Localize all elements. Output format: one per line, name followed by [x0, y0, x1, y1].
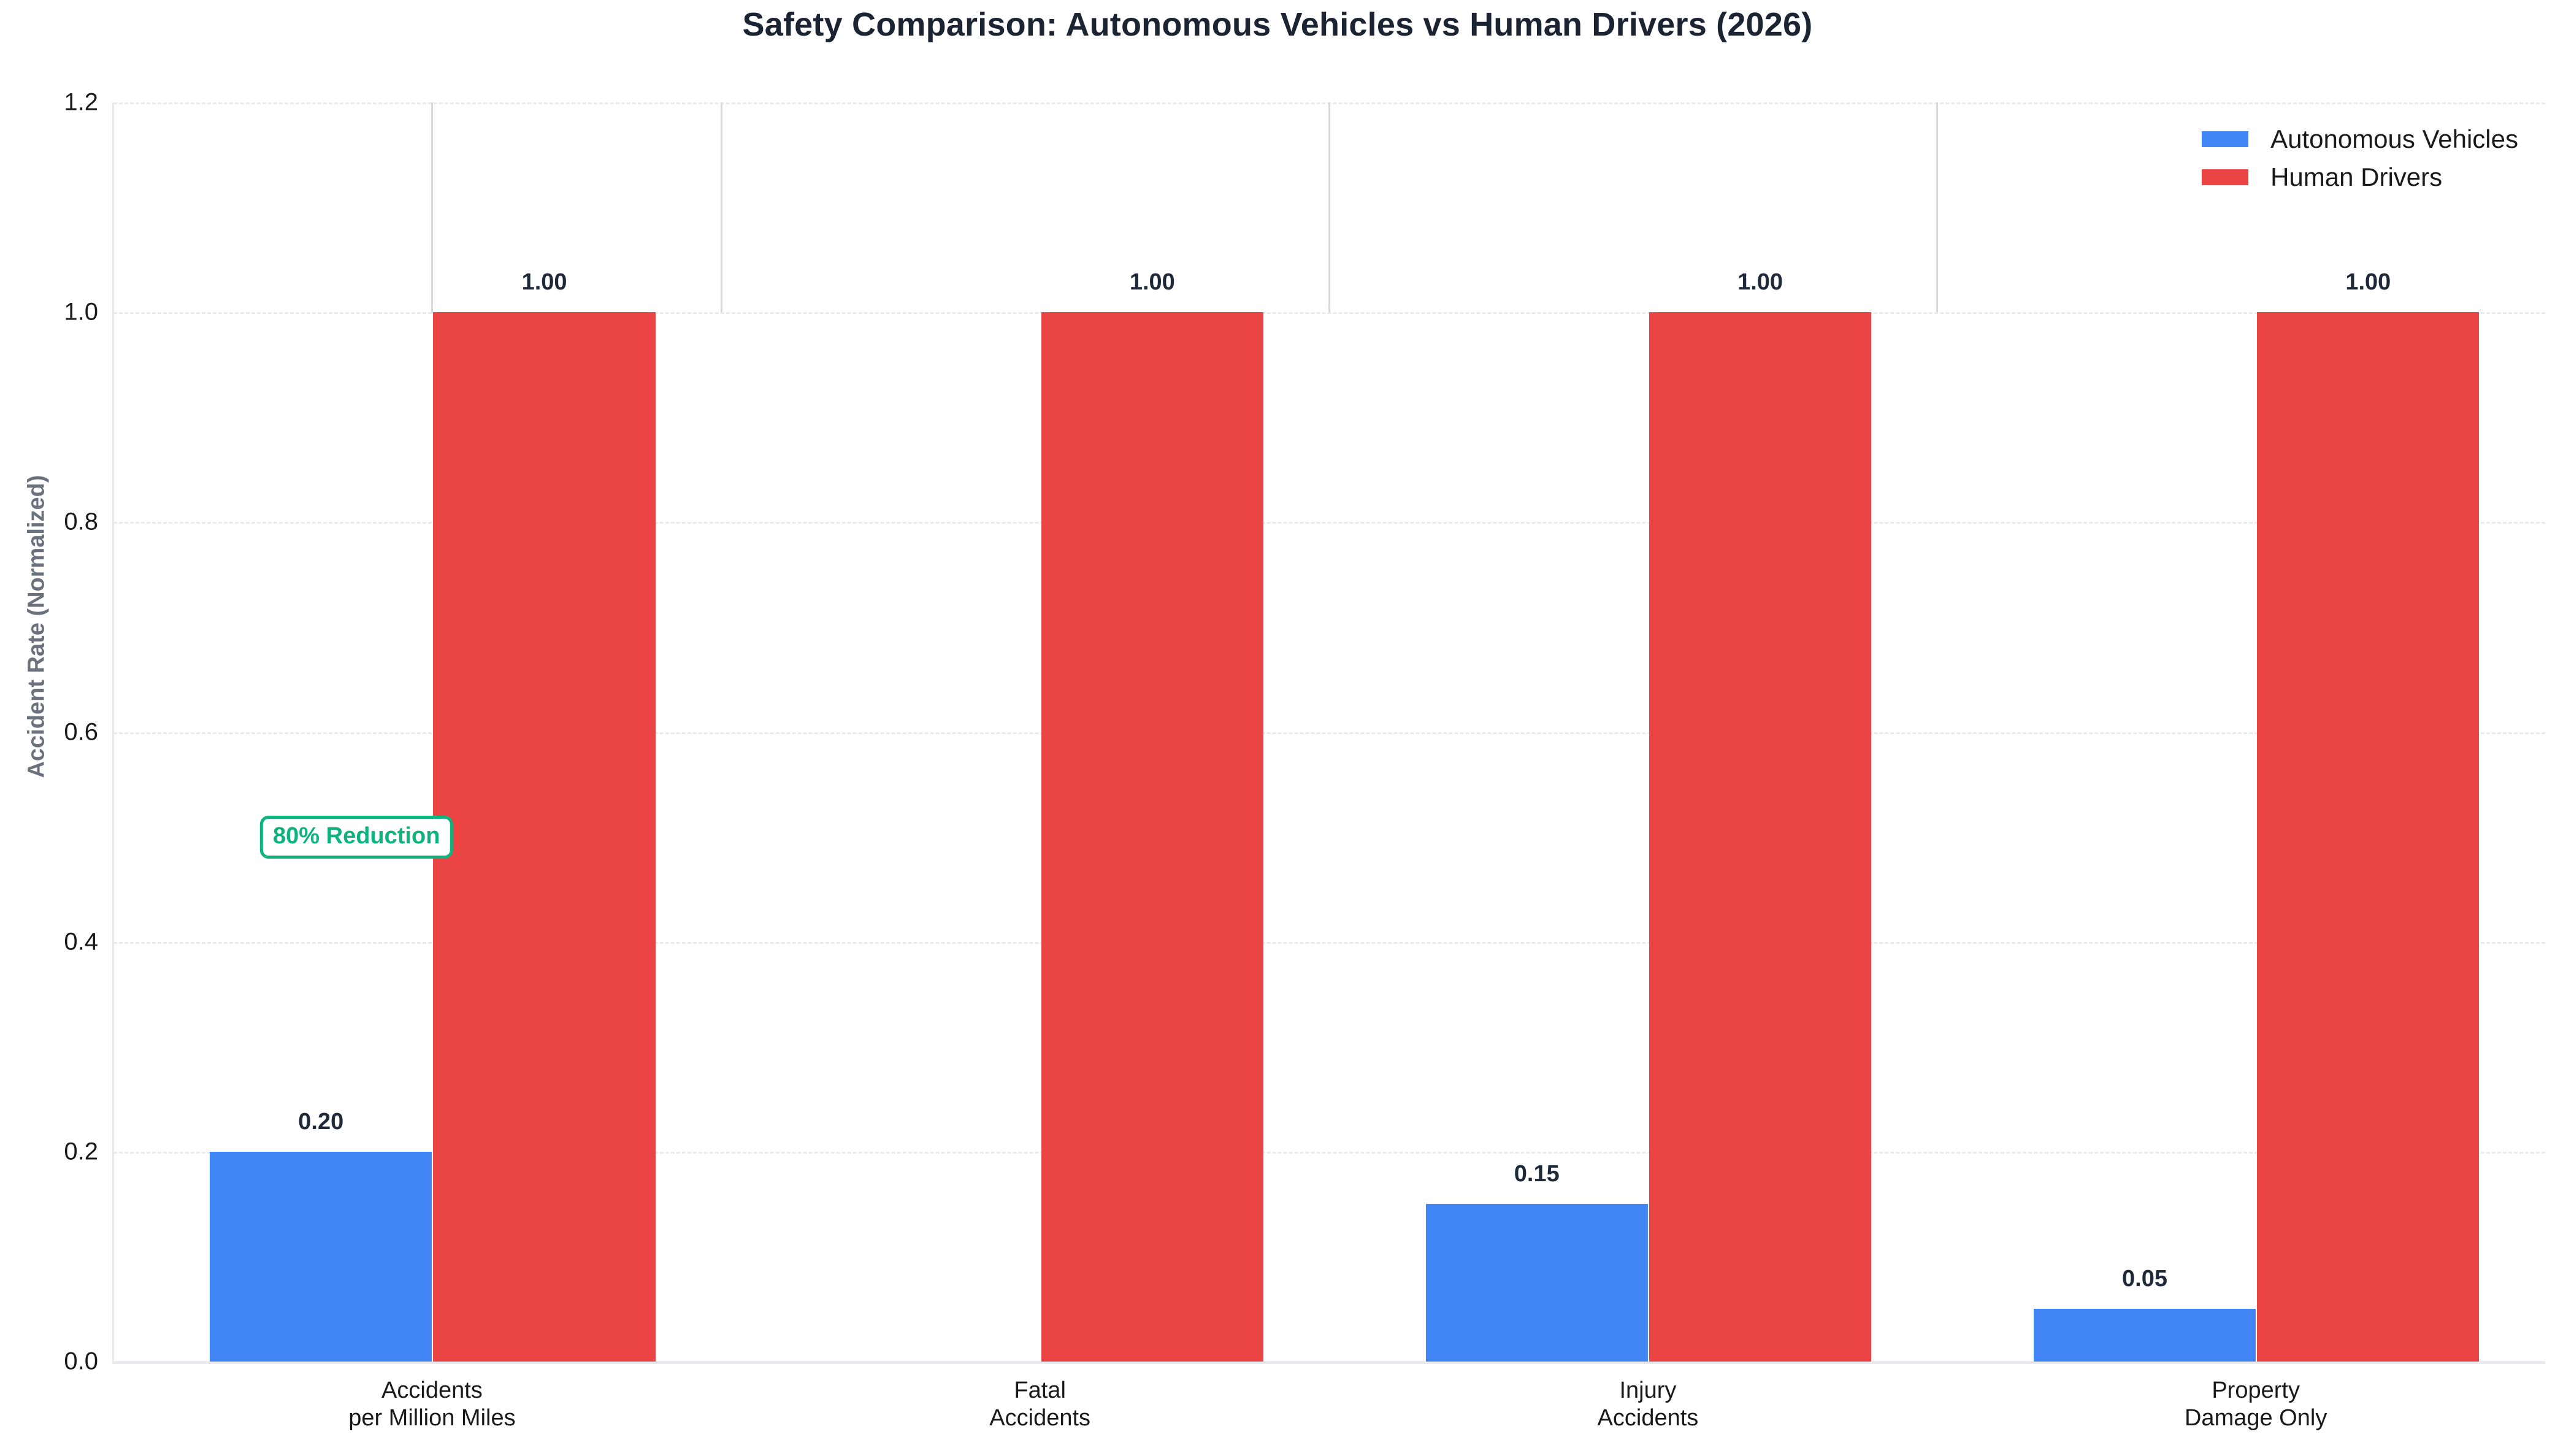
y-axis-title: Accident Rate (Normalized): [23, 475, 50, 778]
legend-item-autonomous-vehicles[interactable]: Autonomous Vehicles: [2202, 120, 2518, 158]
bar-human-drivers[interactable]: [2257, 312, 2480, 1362]
bar-autonomous-vehicles[interactable]: [210, 1151, 432, 1362]
bar-human-drivers[interactable]: [1649, 312, 1872, 1362]
category-separator-line: [431, 102, 433, 313]
legend-item-human-drivers[interactable]: Human Drivers: [2202, 158, 2518, 196]
bar-autonomous-vehicles[interactable]: [2033, 1309, 2256, 1362]
gridline-horizontal: [113, 941, 2545, 944]
category-separator-line: [1328, 102, 1330, 313]
gridline-horizontal: [113, 732, 2545, 734]
category-separator-line: [1936, 102, 1939, 313]
gridline-horizontal: [113, 522, 2545, 524]
legend-label-autonomous-vehicles: Autonomous Vehicles: [2270, 125, 2518, 153]
x-axis-tick-label-line: Accidents: [1597, 1404, 1699, 1431]
plot-area: 0.20 0.15 0.05 1.00 1.00 1.00 1.00 80% Reductio…: [113, 102, 2545, 1363]
bar-value-label: 1.00: [521, 269, 567, 296]
x-axis-tick-label-line: Fatal: [1014, 1377, 1066, 1403]
x-axis-tick-label: Property Damage Only: [2185, 1377, 2327, 1432]
bar-value-label: 0.15: [1514, 1161, 1560, 1187]
reduction-annotation: 80% Reduction: [260, 815, 453, 859]
bar-value-label: 1.00: [1737, 269, 1783, 296]
y-axis-tick-label: 0.6: [64, 718, 98, 745]
x-axis-tick-label-line: per Million Miles: [348, 1404, 516, 1431]
bar-human-drivers[interactable]: [1041, 312, 1263, 1362]
y-axis-tick-label: 0.8: [64, 508, 98, 535]
category-separator-line: [720, 102, 722, 313]
x-axis-tick-label: Fatal Accidents: [989, 1377, 1090, 1432]
y-axis-tick-label: 0.2: [64, 1138, 98, 1165]
legend-swatch-icon-autonomous-vehicles: [2202, 131, 2249, 147]
y-axis-line: [112, 102, 114, 1363]
bar-value-label: 1.00: [1129, 269, 1175, 296]
x-axis-tick-label-line: Accidents: [381, 1377, 483, 1403]
x-axis-tick-label-line: Injury: [1619, 1377, 1677, 1403]
bar-value-label: 0.20: [298, 1108, 344, 1135]
y-axis-tick-label: 0.4: [64, 928, 98, 956]
gridline-horizontal: [113, 1151, 2545, 1154]
y-axis-tick-label: 0.0: [64, 1347, 98, 1375]
x-axis-tick-label-line: Damage Only: [2184, 1404, 2327, 1431]
y-axis-tick-label: 1.0: [64, 298, 98, 326]
bar-value-label: 1.00: [2345, 269, 2391, 296]
legend-swatch-icon-human-drivers: [2202, 169, 2249, 185]
x-axis-tick-label-line: Accidents: [989, 1404, 1091, 1431]
bar-human-drivers[interactable]: [433, 312, 656, 1362]
gridline-horizontal: [113, 1362, 2545, 1363]
y-axis-tick-label: 1.2: [64, 88, 98, 116]
chart-legend: Autonomous Vehicles Human Drivers: [2202, 120, 2518, 196]
x-axis-tick-label: Accidents per Million Miles: [348, 1377, 515, 1432]
bar-value-label: 0.05: [2122, 1266, 2167, 1292]
gridline-horizontal: [113, 312, 2545, 315]
chart-title: Safety Comparison: Autonomous Vehicles v…: [742, 6, 1813, 43]
legend-label-human-drivers: Human Drivers: [2270, 163, 2443, 191]
bar-autonomous-vehicles[interactable]: [1425, 1204, 1648, 1362]
x-axis-tick-label: Injury Accidents: [1598, 1377, 1699, 1432]
x-axis-tick-label-line: Property: [2212, 1377, 2300, 1403]
